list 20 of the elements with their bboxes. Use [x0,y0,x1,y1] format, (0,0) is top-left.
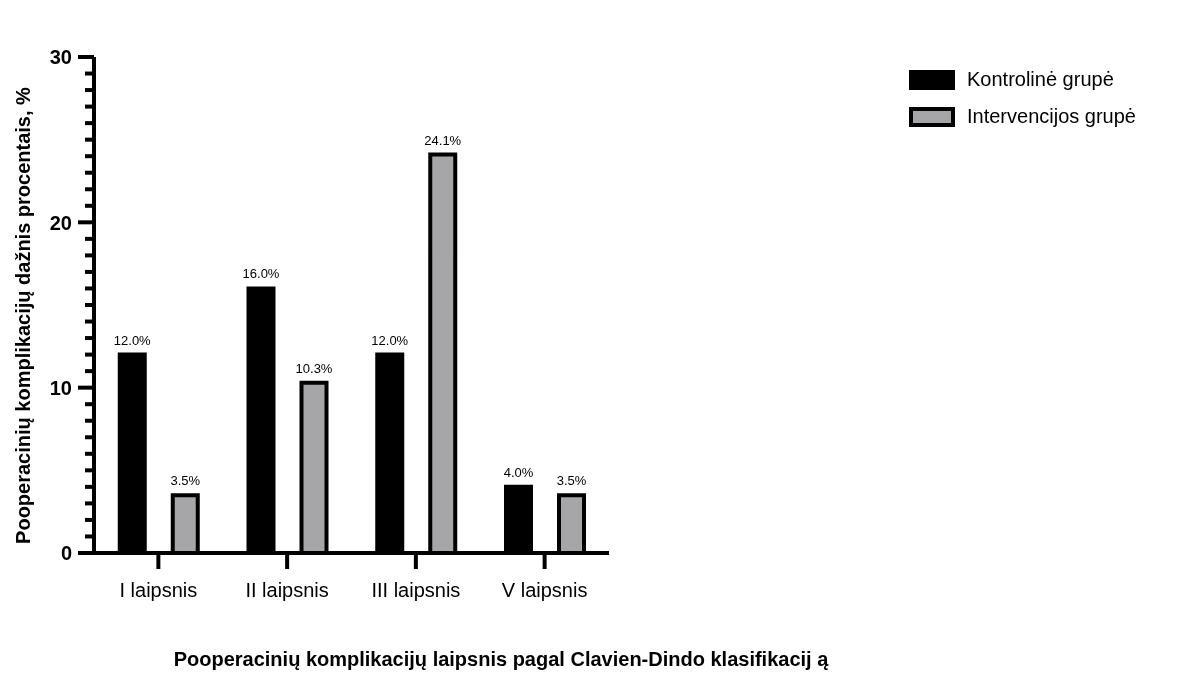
x-axis-title: Pooperacinių komplikacijų laipsnis pagal Clavien-Dindo klasifikacij ą [172,648,830,671]
data-label: 24.1% [424,132,462,148]
data-label: 12.0% [371,332,409,348]
legend-label: Intervencijos grupė [967,105,1136,128]
data-label: 16.0% [242,266,280,282]
data-label: 4.0% [503,464,534,480]
y-tick-label: 0 [60,542,72,565]
data-label: 3.5% [556,473,587,489]
y-tick-label: 20 [49,211,72,234]
x-tick-label: I laipsnis [119,579,198,601]
x-tick-label: III laipsnis [371,579,461,601]
data-label: 3.5% [170,473,201,489]
legend-label: Kontrolinė grupė [967,68,1114,91]
y-axis-title: Pooperacinių komplikacijų dažnis procentais, % [11,87,35,544]
y-tick-label: 10 [49,376,72,399]
y-tick-label: 30 [49,46,72,69]
x-tick-label: V laipsnis [501,579,588,601]
x-tick-label: II laipsnis [245,579,329,601]
data-label: 10.3% [295,360,333,376]
data-label: 12.0% [113,332,152,348]
